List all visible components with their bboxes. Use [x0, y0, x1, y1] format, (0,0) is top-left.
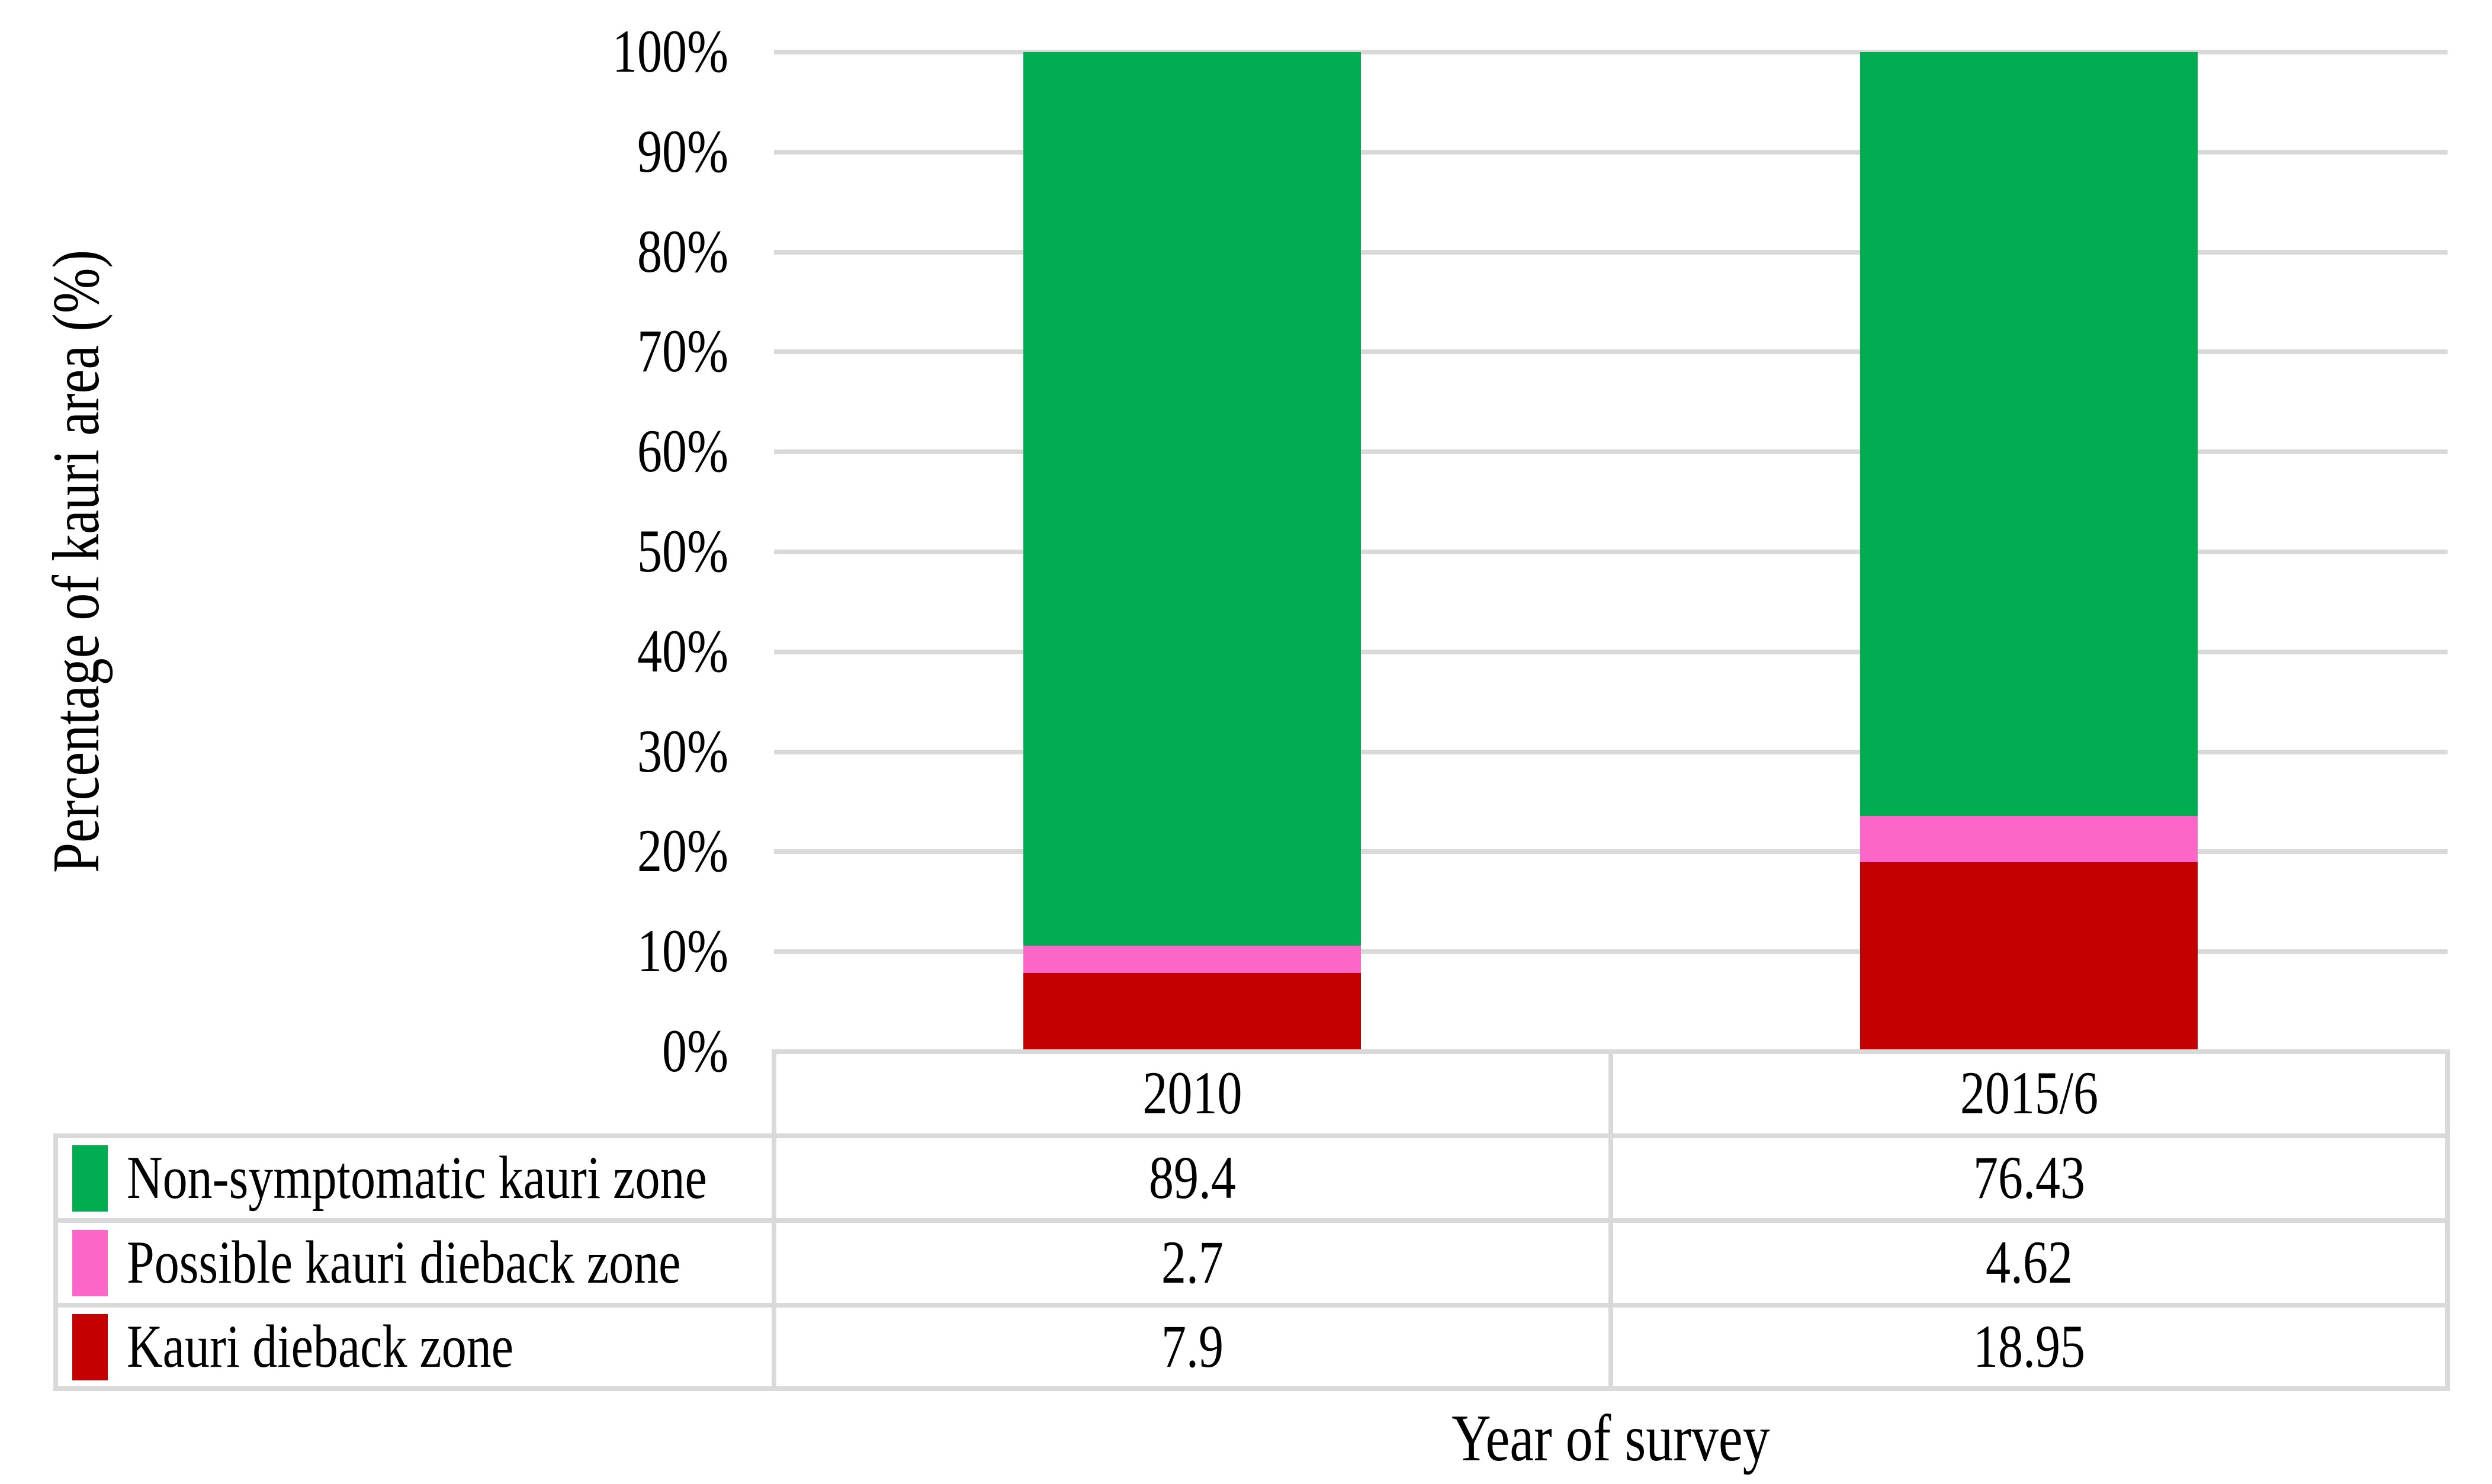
bar-2015-6: [1860, 52, 2198, 1052]
legend-row-kauri-dieback-zone: Kauri dieback zone: [58, 1308, 772, 1386]
y-tick-label: 60%: [637, 421, 728, 481]
legend-swatch-icon: [72, 1313, 108, 1380]
table-value-text: 76.43: [1973, 1144, 2085, 1212]
table-row-divider: [53, 1133, 2450, 1138]
y-gridline: [774, 550, 2448, 554]
x-category-header: 2015/6: [1613, 1054, 2445, 1133]
table-value-cell: 76.43: [1613, 1138, 2445, 1218]
bar-segment-possible-kauri-dieback-zone: [1860, 816, 2198, 863]
y-tick-label: 40%: [637, 621, 728, 682]
bar-segment-possible-kauri-dieback-zone: [1023, 946, 1361, 973]
y-gridline: [774, 749, 2448, 754]
table-value-cell: 7.9: [776, 1308, 1608, 1386]
table-value-text: 7.9: [1161, 1313, 1223, 1380]
table-left-border: [53, 1133, 58, 1391]
y-tick-label: 70%: [637, 322, 728, 382]
y-gridline: [774, 349, 2448, 355]
bar-segment-non-symptomatic-kauri-zone: [1860, 52, 2198, 817]
table-value-text: 18.95: [1973, 1313, 2085, 1380]
bar-segment-kauri-dieback-zone: [1023, 972, 1361, 1052]
table-value-text: 4.62: [1986, 1229, 2073, 1296]
table-column-divider: [1608, 1049, 1613, 1391]
table-right-border: [2445, 1049, 2450, 1391]
legend-row-non-symptomatic-kauri-zone: Non-symptomatic kauri zone: [58, 1138, 772, 1218]
table-column-divider: [772, 1049, 776, 1391]
y-tick-label-text: 40%: [637, 618, 728, 685]
y-gridline: [774, 449, 2448, 455]
legend-label: Kauri dieback zone: [127, 1313, 514, 1380]
table-value-cell: 2.7: [776, 1223, 1608, 1303]
y-tick-label-text: 80%: [637, 218, 728, 285]
y-gridline: [774, 949, 2448, 955]
y-gridline: [774, 50, 2448, 54]
y-gridline: [774, 849, 2448, 855]
y-tick-label-text: 50%: [637, 518, 728, 586]
x-axis-title-text: Year of survey: [1451, 1401, 1770, 1475]
y-tick-label: 100%: [612, 21, 728, 82]
y-tick-label-text: 90%: [637, 118, 728, 185]
y-gridline: [774, 149, 2448, 155]
y-axis-title: Percentage of kauri area (%): [39, 250, 113, 873]
x-category-header: 2010: [776, 1054, 1608, 1133]
table-value-cell: 18.95: [1613, 1308, 2445, 1386]
y-tick-label-text: 60%: [637, 417, 728, 486]
y-tick-label: 10%: [637, 921, 728, 981]
table-row-divider: [53, 1303, 2450, 1308]
y-gridline: [774, 249, 2448, 255]
plot-area: [774, 50, 2448, 1052]
y-tick-label: 20%: [637, 821, 728, 882]
table-row-divider: [53, 1218, 2450, 1223]
y-tick-label-text: 0%: [662, 1017, 728, 1085]
table-value-cell: 4.62: [1613, 1223, 2445, 1303]
y-tick-label-text: 10%: [637, 917, 728, 985]
table-value-text: 89.4: [1149, 1144, 1236, 1212]
y-tick-label: 30%: [637, 721, 728, 782]
bar-2010: [1023, 52, 1361, 1052]
y-tick-label-text: 20%: [637, 818, 728, 885]
y-tick-label-text: 70%: [637, 318, 728, 386]
bar-segment-non-symptomatic-kauri-zone: [1023, 52, 1361, 946]
x-category-header-text: 2010: [1142, 1059, 1242, 1128]
x-category-header-text: 2015/6: [1960, 1059, 2099, 1128]
legend-swatch-icon: [72, 1229, 108, 1296]
legend-label: Non-symptomatic kauri zone: [127, 1144, 707, 1212]
y-tick-label: 50%: [637, 521, 728, 582]
legend-row-possible-kauri-dieback-zone: Possible kauri dieback zone: [58, 1223, 772, 1303]
bar-segment-kauri-dieback-zone: [1860, 862, 2198, 1052]
table-value-text: 2.7: [1161, 1229, 1223, 1296]
y-axis-title-text: Percentage of kauri area (%): [38, 249, 113, 873]
legend-label: Possible kauri dieback zone: [127, 1229, 681, 1296]
y-tick-label: 0%: [662, 1021, 728, 1081]
y-tick-label-text: 100%: [612, 18, 728, 86]
table-bottom-border: [53, 1386, 2450, 1391]
y-gridline: [774, 649, 2448, 654]
y-tick-label: 90%: [637, 121, 728, 182]
legend-swatch-icon: [72, 1145, 108, 1212]
x-axis-title: Year of survey: [1451, 1405, 1770, 1471]
table-value-cell: 89.4: [776, 1138, 1608, 1218]
y-tick-label-text: 30%: [637, 718, 728, 785]
y-tick-label: 80%: [637, 221, 728, 282]
